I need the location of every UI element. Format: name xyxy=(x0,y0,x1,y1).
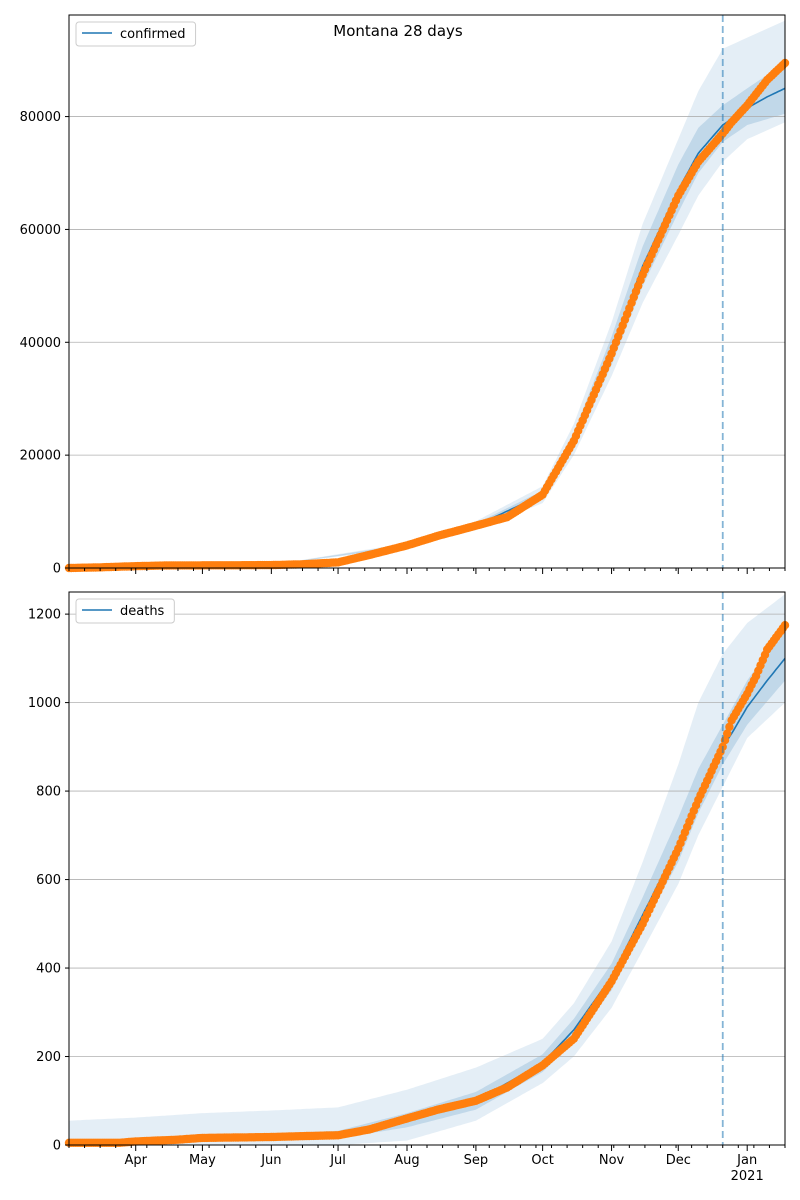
confirmed-observed-points xyxy=(64,58,790,573)
y-tick-label: 0 xyxy=(53,562,61,577)
observed-point xyxy=(723,729,732,738)
deaths-y-axis: 0 200 400 600 800 1000 1200 xyxy=(28,608,69,1154)
deaths-legend-box xyxy=(75,598,175,624)
y-tick-label: 60000 xyxy=(20,223,61,238)
y-tick-label: 600 xyxy=(36,873,61,888)
x-month-label: May xyxy=(189,1153,216,1168)
confirmed-legend-box xyxy=(75,21,197,47)
deaths-legend-label: deaths xyxy=(120,604,165,619)
deaths-uncertainty-bands xyxy=(69,594,785,1145)
x-month-label: Apr xyxy=(124,1153,147,1168)
x-month-labels: Apr May Jun Jul Aug Sep Oct Nov Dec Jan xyxy=(124,1153,757,1168)
y-tick-label: 400 xyxy=(36,962,61,977)
x-month-label: Aug xyxy=(394,1153,419,1168)
confirmed-y-axis: 0 20000 40000 60000 80000 xyxy=(20,110,69,577)
confirmed-band-0 xyxy=(69,20,785,568)
x-year-label: 2021 xyxy=(731,1169,764,1184)
chart-title: Montana 28 days xyxy=(333,22,463,40)
confirmed-legend-label: confirmed xyxy=(120,27,186,42)
confirmed-x-axis xyxy=(68,568,786,574)
x-month-label: Dec xyxy=(666,1153,691,1168)
confirmed-uncertainty-bands xyxy=(69,20,785,568)
y-tick-label: 1200 xyxy=(28,608,61,623)
observed-point xyxy=(725,722,734,732)
y-tick-label: 80000 xyxy=(20,110,61,125)
y-tick-label: 800 xyxy=(36,785,61,800)
x-month-label: Jun xyxy=(260,1153,281,1168)
y-tick-label: 1000 xyxy=(28,696,61,711)
confirmed-legend: confirmed xyxy=(75,21,197,47)
deaths-band-0 xyxy=(69,594,785,1145)
deaths-x-axis xyxy=(68,1145,786,1151)
deaths-panel: 0 200 400 600 800 1000 1200 deaths xyxy=(28,591,790,1154)
x-month-label: Nov xyxy=(599,1153,625,1168)
confirmed-panel: 0 20000 40000 60000 80000 confirmed xyxy=(20,14,790,577)
x-month-label: Jan xyxy=(736,1153,757,1168)
y-tick-label: 0 xyxy=(53,1139,61,1154)
x-month-label: Sep xyxy=(464,1153,489,1168)
x-month-label: Oct xyxy=(531,1153,553,1168)
y-tick-label: 20000 xyxy=(20,449,61,464)
y-tick-label: 200 xyxy=(36,1050,61,1065)
y-tick-label: 40000 xyxy=(20,336,61,351)
deaths-legend: deaths xyxy=(75,598,175,624)
x-month-label: Jul xyxy=(329,1153,346,1168)
